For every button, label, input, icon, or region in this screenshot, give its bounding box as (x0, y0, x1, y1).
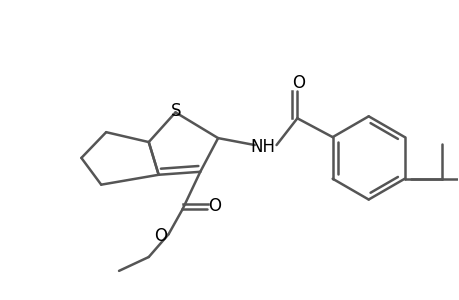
Text: S: S (171, 102, 181, 120)
Text: O: O (291, 74, 304, 92)
Text: O: O (207, 197, 220, 215)
Text: O: O (154, 227, 167, 245)
Text: NH: NH (250, 138, 274, 156)
